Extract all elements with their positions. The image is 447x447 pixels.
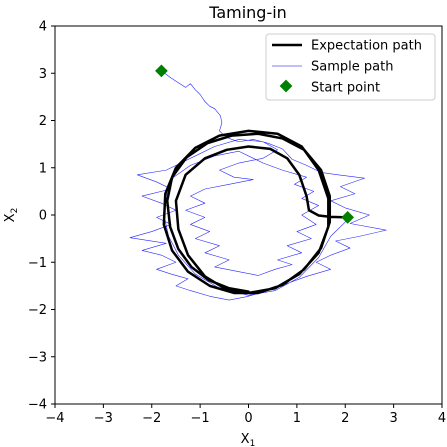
x-axis-title: X1 bbox=[241, 432, 256, 447]
legend-label-expectation: Expectation path bbox=[311, 39, 422, 54]
x-tick-label: 0 bbox=[244, 411, 252, 426]
legend-label-sample: Sample path bbox=[311, 60, 393, 75]
y-tick-label: 0 bbox=[39, 209, 47, 224]
y-tick-label: 3 bbox=[39, 67, 47, 82]
start-point-marker bbox=[155, 64, 168, 78]
y-axis-title-subscript: 2 bbox=[10, 208, 20, 214]
y-tick-label: −4 bbox=[28, 398, 47, 413]
y-axis-ticks: −4 −3 −2 −1 0 1 2 3 4 bbox=[28, 20, 55, 413]
chart-title: Taming-in bbox=[208, 3, 287, 22]
y-tick-label: −2 bbox=[28, 303, 47, 318]
x-axis-title-subscript: 1 bbox=[250, 439, 256, 447]
y-tick-label: −1 bbox=[28, 256, 47, 271]
y-axis-title-main: X bbox=[3, 213, 18, 222]
x-tick-label: −3 bbox=[94, 411, 113, 426]
x-tick-label: −2 bbox=[142, 411, 161, 426]
y-tick-label: 1 bbox=[39, 161, 47, 176]
legend-box bbox=[265, 33, 436, 101]
x-axis-ticks: −4 −3 −2 −1 0 1 2 3 4 bbox=[45, 404, 446, 426]
legend: Expectation path Sample path Start point bbox=[265, 33, 436, 101]
marker-layer bbox=[155, 64, 355, 224]
plot-area bbox=[129, 64, 387, 301]
x-tick-label: 3 bbox=[389, 411, 397, 426]
x-tick-label: 2 bbox=[341, 411, 349, 426]
series-layer bbox=[129, 70, 387, 301]
y-tick-label: 4 bbox=[39, 20, 47, 35]
expectation-path-line bbox=[162, 129, 349, 295]
x-tick-label: 1 bbox=[293, 411, 301, 426]
start-point-marker bbox=[341, 210, 355, 224]
x-tick-label: 4 bbox=[438, 411, 446, 426]
x-axis-title-main: X bbox=[241, 432, 250, 447]
sample-path-line bbox=[129, 70, 387, 301]
y-axis-title: X2 bbox=[3, 208, 20, 223]
x-tick-label: −1 bbox=[191, 411, 210, 426]
x-tick-label: −4 bbox=[45, 411, 64, 426]
y-tick-label: −3 bbox=[28, 350, 47, 365]
legend-label-start: Start point bbox=[311, 81, 380, 96]
y-tick-label: 2 bbox=[39, 114, 47, 129]
legend-swatch-start bbox=[279, 79, 293, 93]
